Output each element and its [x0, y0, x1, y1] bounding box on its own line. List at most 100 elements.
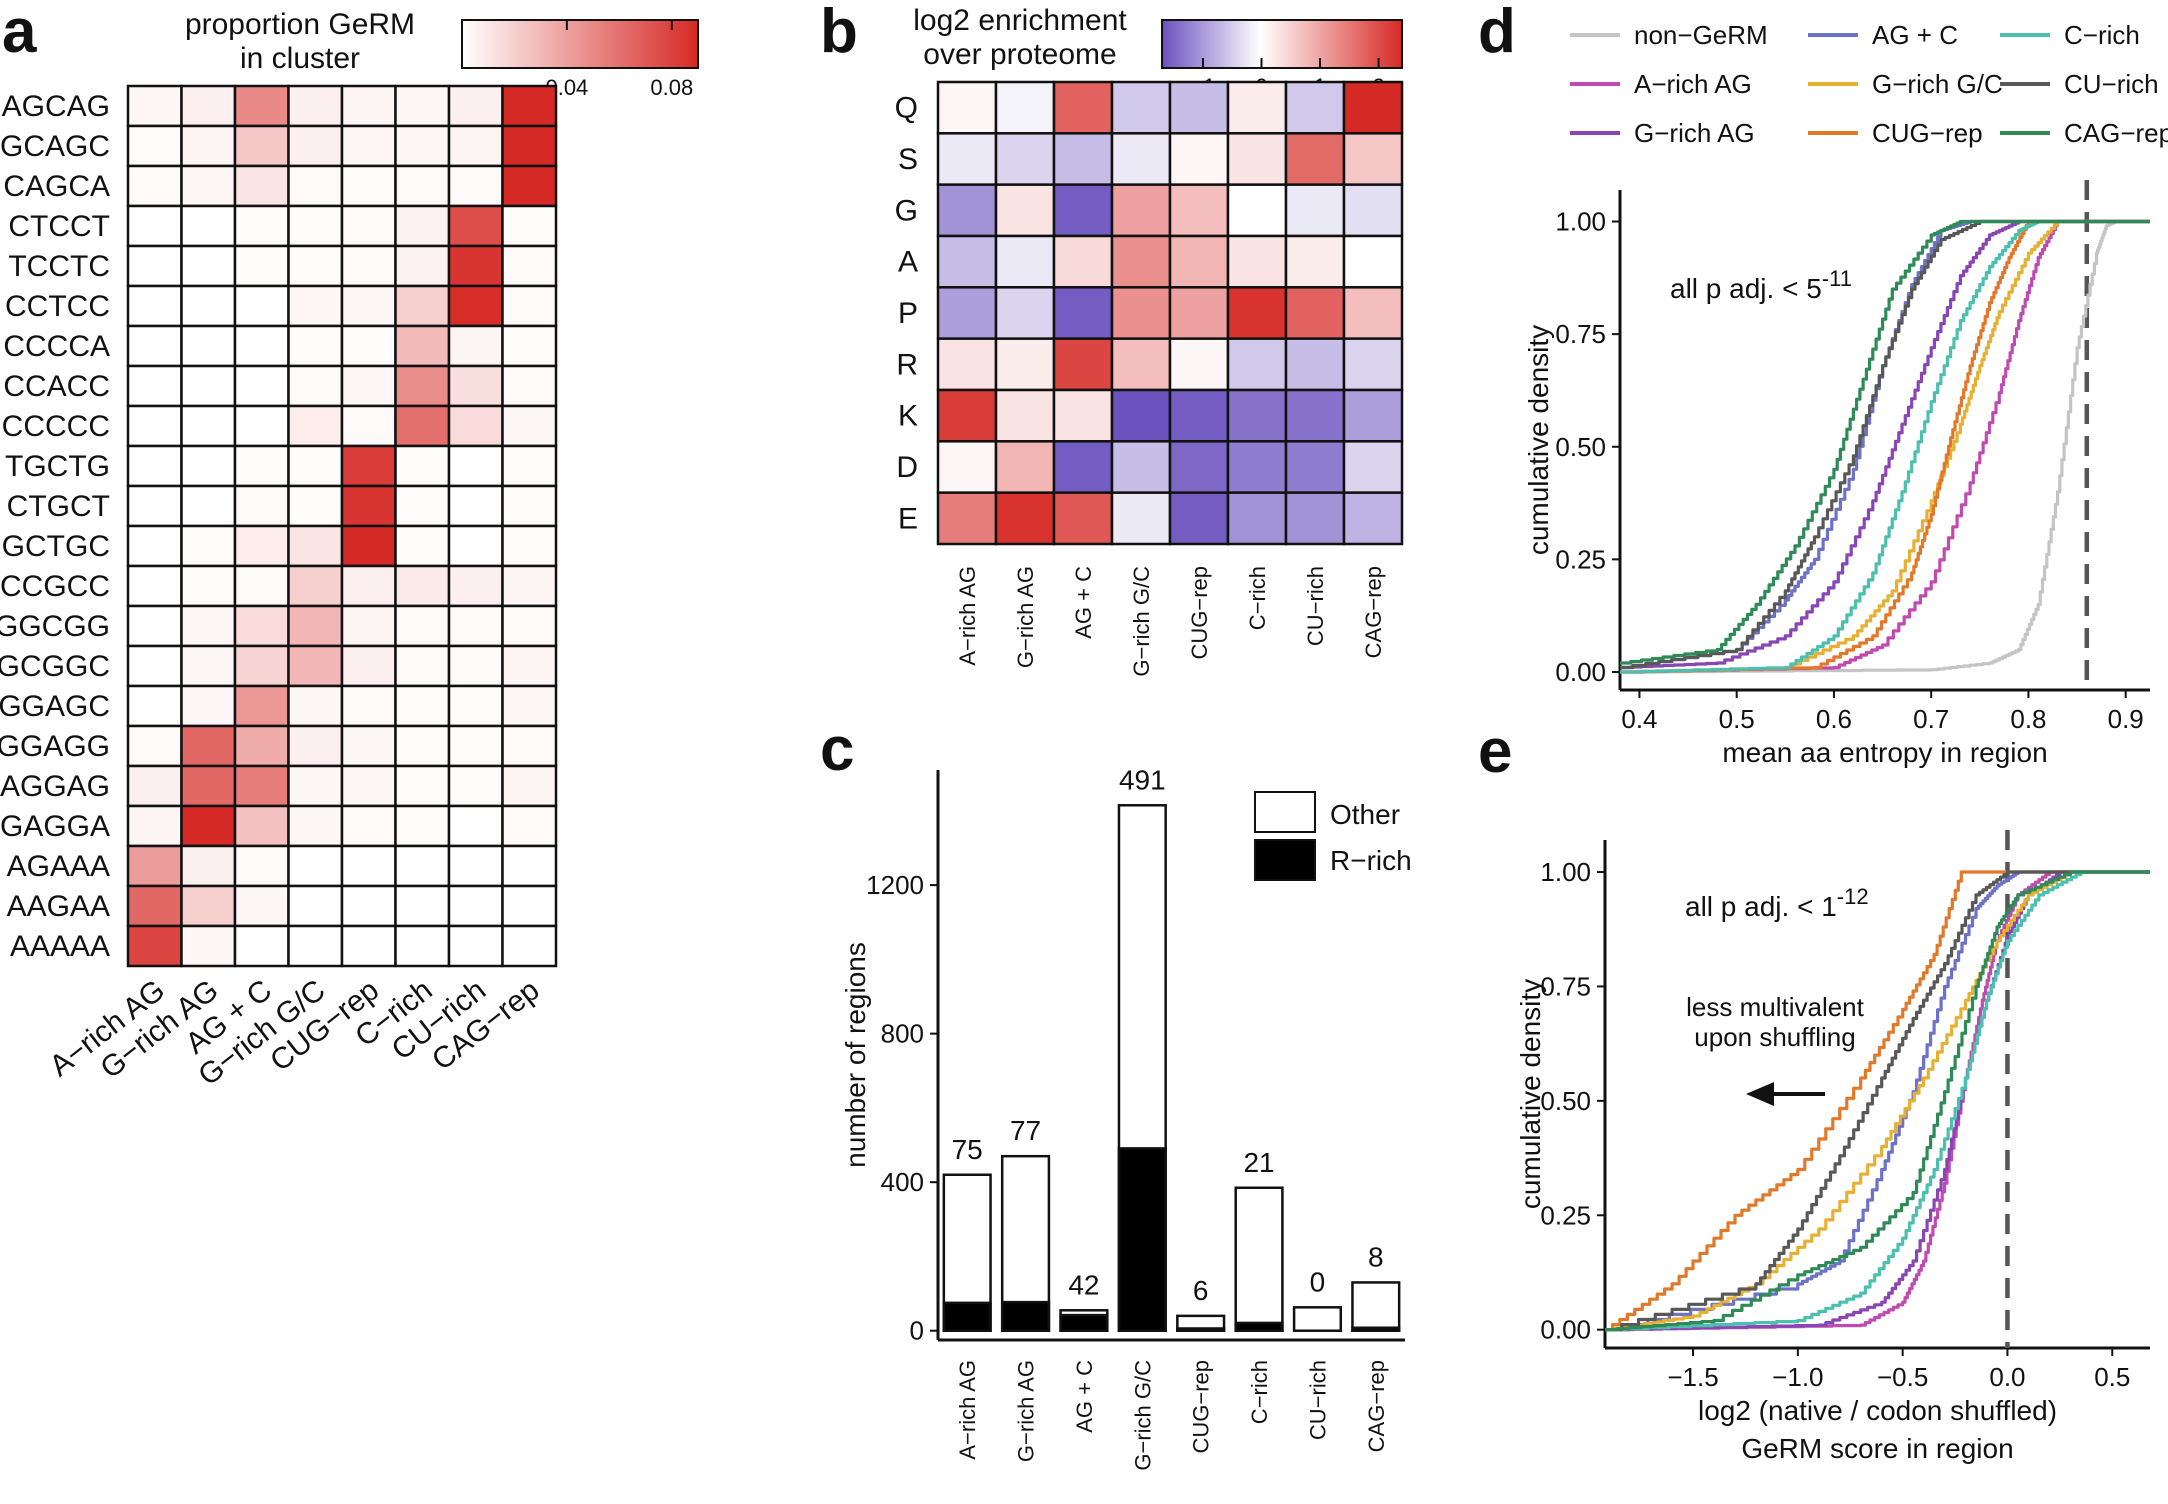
panel-d-series-legend: non−GeRM A−rich AG G−rich AG AG + C G−rich G…	[1570, 20, 2168, 148]
heatmap-b-cell-k-g-rich-g-c	[1110, 388, 1172, 443]
column-label-cug-rep: CUG−rep	[1187, 566, 1212, 660]
heatmap-a-cell-ctcct-cag-rep	[501, 204, 558, 248]
axis-e-xtick-label-3: 0.0	[1989, 1362, 2025, 1392]
axis-d-ytick-label-0: 0.00	[1555, 657, 1606, 687]
heatmap-a-cell-cccca-a-rich-ag	[126, 324, 183, 368]
heatmap-a-cell-tcctc-cug-rep	[340, 244, 397, 288]
panel-c-bars	[942, 804, 1401, 1332]
heatmap-a-cell-cctcc-c-rich	[394, 284, 451, 328]
heatmap-a-cell-cagca-c-rich	[394, 164, 451, 208]
panel-b-legend-title-line2: over proteome	[923, 38, 1116, 71]
heatmap-a-cell-gctgc-cug-rep	[340, 524, 397, 568]
bar-label-cu-rich: 0	[1310, 1266, 1326, 1297]
panel-a-row-labels: AGCAG GCAGC CAGCA CTCCT TCCTC CCTCC CCCCA CCACC…	[0, 90, 110, 963]
heatmap-a-cell-aggag-c-rich	[394, 764, 451, 808]
heatmap-a-cell-aggag-cag-rep	[501, 764, 558, 808]
heatmap-a-cell-tcctc-cu-rich	[447, 244, 504, 288]
heatmap-a-cell-gcggc-a-rich-ag	[126, 644, 183, 688]
heatmap-a-cell-ggagg-cag-rep	[501, 724, 558, 768]
axis-c-ylabel: number of regions	[840, 942, 871, 1168]
row-label-k: K	[898, 400, 918, 433]
heatmap-a-cell-agcag-cug-rep	[340, 84, 397, 128]
heatmap-a-cell-ctgct-c-rich	[394, 484, 451, 528]
heatmap-b-cell-p-a-rich-ag	[936, 286, 998, 340]
panel-e-arrow-head-icon	[1746, 1082, 1774, 1106]
row-label-g: G	[895, 194, 918, 227]
row-label-tgctg: TGCTG	[5, 450, 110, 483]
heatmap-a-cell-cagca-cag-rep	[501, 164, 558, 208]
row-label-aggag: AGGAG	[0, 770, 110, 803]
heatmap-a-cell-gcagc-a-rich-ag	[126, 124, 183, 168]
heatmap-b-cell-d-a-rich-ag	[936, 440, 998, 494]
column-label-g-rich-g-c: G−rich G/C	[1129, 566, 1154, 677]
axis-e-xtick-label-1: −1.0	[1772, 1362, 1823, 1392]
heatmap-b-cell-d-g-rich-ag	[994, 440, 1056, 494]
panel-e-arrow-text-line1: less multivalent	[1686, 992, 1865, 1022]
heatmap-a-cell-ggagc-g-rich-ag	[180, 684, 237, 728]
axis-c-xtick-label-g-rich-g-c: G−rich G/C	[1130, 1360, 1155, 1471]
heatmap-a-cell-gctgc-cag-rep	[501, 524, 558, 568]
row-label-ctgct: CTGCT	[7, 490, 110, 523]
heatmap-a-cell-gctgc-g-rich-ag	[180, 524, 237, 568]
axis-d-xtick-label-5: 0.9	[2108, 704, 2144, 734]
heatmap-b-cell-e-cug-rep	[1168, 491, 1230, 546]
heatmap-a-cell-tgctg-c-rich	[394, 444, 451, 488]
row-label-cccca: CCCCA	[3, 330, 110, 363]
bar-label-g-rich-g-c: 491	[1119, 764, 1166, 795]
heatmap-b-cell-d-c-rich	[1226, 440, 1288, 494]
heatmap-a-cell-gcggc-g-rich-ag	[180, 644, 237, 688]
axis-c-xtick-label-ag-c: AG + C	[1072, 1360, 1097, 1433]
heatmap-a-cell-tgctg-cag-rep	[501, 444, 558, 488]
heatmap-a-cell-cccca-c-rich	[394, 324, 451, 368]
heatmap-b-cell-p-ag-c	[1052, 286, 1114, 340]
heatmap-b-cell-r-ag-c	[1052, 337, 1114, 392]
heatmap-a-cell-tgctg-g-rich-ag	[180, 444, 237, 488]
column-label-a-rich-ag: A−rich AG	[955, 566, 980, 666]
heatmap-b-cell-p-cag-rep	[1342, 286, 1404, 340]
heatmap-a-cell-gctgc-c-rich	[394, 524, 451, 568]
heatmap-a-cell-tgctg-cu-rich	[447, 444, 504, 488]
heatmap-b-cell-k-cu-rich	[1284, 388, 1346, 443]
bar-label-cug-rep: 6	[1193, 1275, 1209, 1306]
panel-d-lines	[1620, 219, 2150, 674]
bar-other-cag-rep	[1351, 1281, 1401, 1332]
heatmap-a-cell-gctgc-ag-c	[233, 524, 290, 568]
heatmap-a-cell-cctcc-g-rich-ag	[180, 284, 237, 328]
heatmap-a-cell-ctcct-c-rich	[394, 204, 451, 248]
heatmap-a-cell-ggagc-ag-c	[233, 684, 290, 728]
heatmap-b-cell-p-cug-rep	[1168, 286, 1230, 340]
heatmap-b-cell-q-cug-rep	[1168, 80, 1230, 135]
heatmap-b-cell-g-g-rich-g-c	[1110, 183, 1172, 238]
heatmap-a-cell-cctcc-cag-rep	[501, 284, 558, 328]
panel-a-letter: a	[2, 0, 37, 66]
heatmap-b-cell-a-g-rich-ag	[994, 234, 1056, 289]
panel-d-annotation: all p adj. < 5-11	[1670, 266, 1852, 304]
heatmap-a-cell-ggagg-g-rich-ag	[180, 724, 237, 768]
heatmap-a-cell-tcctc-cag-rep	[501, 244, 558, 288]
heatmap-a-cell-agcag-g-rich-g-c	[287, 84, 344, 128]
axis-c-xtick-label-c-rich: C−rich	[1247, 1360, 1272, 1424]
heatmap-a-cell-tgctg-g-rich-g-c	[287, 444, 344, 488]
heatmap-a-cell-ctcct-cu-rich	[447, 204, 504, 248]
heatmap-a-cell-agaaa-cug-rep	[340, 844, 397, 888]
heatmap-a-cell-gagga-g-rich-g-c	[287, 804, 344, 848]
panel-b-heatmap-cells	[936, 80, 1404, 546]
heatmap-a-cell-gctgc-a-rich-ag	[126, 524, 183, 568]
heatmap-b-cell-g-c-rich	[1226, 183, 1288, 238]
heatmap-a-cell-tgctg-cug-rep	[340, 444, 397, 488]
row-label-s: S	[898, 143, 918, 176]
heatmap-a-cell-ccccc-c-rich	[394, 404, 451, 448]
heatmap-a-cell-aaaaa-cug-rep	[340, 924, 397, 968]
heatmap-a-cell-ccgcc-cag-rep	[501, 564, 558, 608]
heatmap-b-cell-r-g-rich-ag	[994, 337, 1056, 392]
column-label-c-rich: C−rich	[1245, 566, 1270, 630]
heatmap-a-cell-ggagg-c-rich	[394, 724, 451, 768]
heatmap-a-cell-cctcc-a-rich-ag	[126, 284, 183, 328]
colorbar-a-tick-label-1: 0.08	[650, 75, 693, 100]
heatmap-b-cell-s-g-rich-g-c	[1110, 132, 1172, 186]
heatmap-a-cell-gctgc-g-rich-g-c	[287, 524, 344, 568]
series-legend-label-g-rich-g-c: G−rich G/C	[1872, 69, 2003, 99]
heatmap-a-cell-ggagg-g-rich-g-c	[287, 724, 344, 768]
heatmap-a-cell-aggag-g-rich-ag	[180, 764, 237, 808]
heatmap-a-cell-aagaa-cag-rep	[501, 884, 558, 928]
